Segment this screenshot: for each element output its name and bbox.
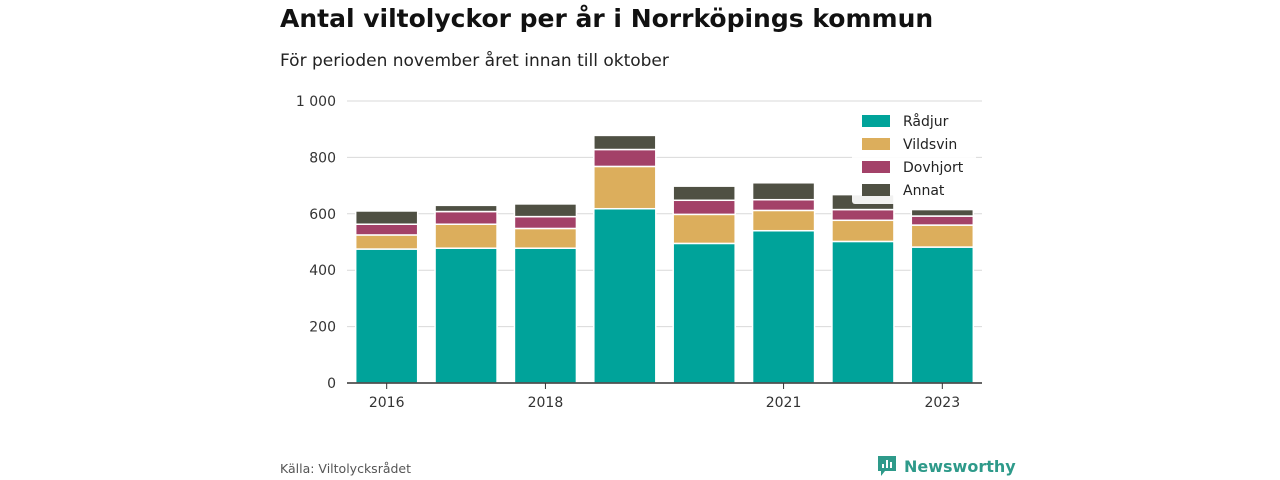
legend-label: Annat — [903, 183, 945, 199]
x-tick-label: 2021 — [766, 395, 802, 411]
brand-name: Newsworthy — [904, 456, 1016, 476]
bar-segment — [831, 208, 895, 222]
y-tick-label: 400 — [309, 263, 336, 279]
bar-segment — [672, 199, 736, 216]
bar-segment — [593, 134, 657, 151]
bar-segment — [672, 185, 736, 202]
bar-segment — [910, 208, 975, 217]
x-tick-label: 2023 — [924, 395, 960, 411]
bar-segment — [672, 242, 736, 384]
bar-segment — [910, 224, 975, 248]
bar-segment — [354, 248, 419, 384]
bar-segment — [831, 219, 895, 243]
y-tick-label: 0 — [327, 376, 336, 392]
legend-swatch — [862, 161, 890, 173]
bar-segment — [593, 207, 657, 384]
bar-segment — [751, 198, 816, 212]
newsworthy-logo-icon — [878, 456, 896, 476]
legend-swatch — [862, 184, 890, 196]
x-tick-label: 2016 — [369, 395, 405, 411]
bar-segment — [513, 203, 578, 218]
y-tick-label: 800 — [309, 150, 336, 166]
brand-logo[interactable]: Newsworthy — [876, 454, 1016, 478]
legend-swatch — [862, 115, 890, 127]
bar-segment — [434, 247, 498, 384]
x-tick-label: 2018 — [528, 395, 564, 411]
bar-segment — [910, 215, 975, 226]
bar-segment — [434, 210, 498, 225]
bar-segment — [672, 213, 736, 245]
bar-segment — [910, 246, 975, 384]
legend-swatch — [862, 138, 890, 150]
bar-segment — [513, 215, 578, 230]
bar-segment — [513, 247, 578, 384]
bar-segment — [593, 148, 657, 168]
legend-label: Vildsvin — [903, 137, 957, 153]
bar-segment — [354, 234, 419, 250]
y-tick-label: 1 000 — [296, 94, 336, 110]
legend-label: Dovhjort — [903, 160, 964, 176]
chart-title: Antal viltolyckor per år i Norrköpings k… — [280, 4, 934, 33]
legend-box — [852, 108, 976, 204]
bar-segment — [593, 165, 657, 210]
bar-segment — [354, 223, 419, 236]
bar-segment — [434, 204, 498, 213]
stacked-bar-chart: 0 200 400 600 800 1 000 2016 2018 2021 2023 Rådjur… — [296, 94, 982, 411]
bar-segment — [354, 210, 419, 225]
bar-segment — [434, 223, 498, 249]
legend-label: Rådjur — [903, 113, 949, 130]
bar-segment — [751, 229, 816, 384]
bar-segment — [513, 227, 578, 249]
chart-subtitle: För perioden november året innan till ok… — [280, 51, 669, 71]
bar-segment — [751, 209, 816, 232]
bar-segment — [751, 182, 816, 201]
y-tick-label: 600 — [309, 207, 336, 223]
y-tick-label: 200 — [309, 320, 336, 336]
bar-segment — [831, 240, 895, 384]
source-note: Källa: Viltolycksrådet — [280, 461, 412, 476]
